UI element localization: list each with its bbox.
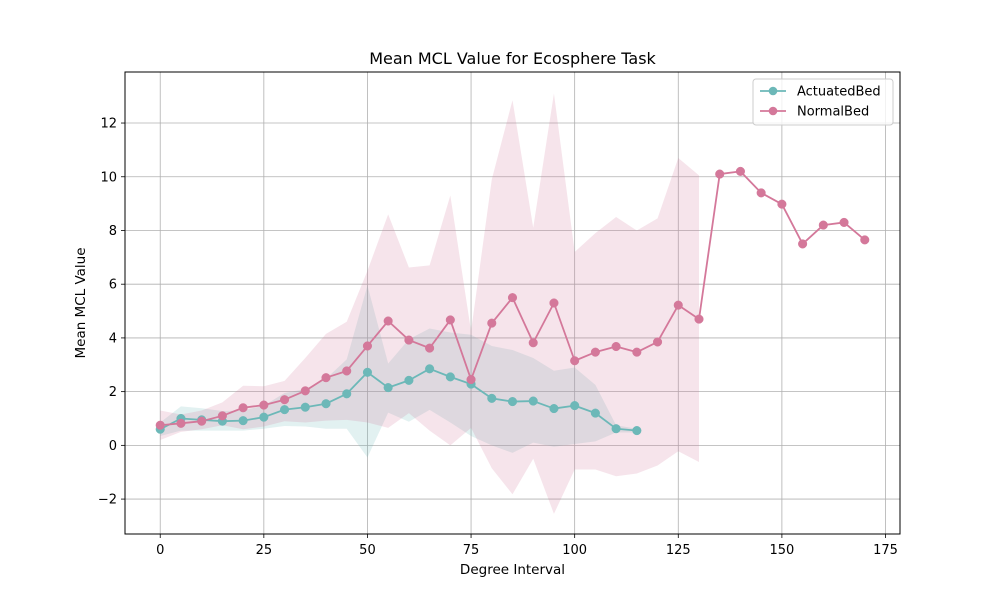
normalbed-point [839, 217, 849, 227]
x-tick-label: 75 [463, 543, 480, 558]
normalbed-point [818, 220, 828, 230]
actuatedbed-point [383, 383, 393, 393]
normalbed-point [860, 235, 870, 245]
normalbed-point [197, 416, 207, 426]
actuatedbed-point [507, 397, 518, 407]
x-tick-label: 25 [256, 543, 273, 558]
x-tick-label: 50 [359, 543, 376, 558]
y-tick-label: −2 [98, 493, 117, 508]
normalbed-point [798, 239, 808, 249]
x-tick-label: 150 [769, 543, 794, 558]
x-tick-label: 0 [156, 543, 164, 558]
actuatedbed-point [342, 389, 352, 399]
actuatedbed-point [611, 424, 621, 434]
normalbed-point [300, 386, 310, 396]
legend-actuatedbed-label: ActuatedBed [797, 85, 881, 100]
actuatedbed-point [280, 405, 290, 415]
legend-box [752, 78, 894, 126]
normalbed-point [590, 347, 600, 357]
actuatedbed-point [570, 401, 580, 411]
normalbed-point [507, 293, 518, 303]
y-tick-label: 8 [109, 224, 117, 239]
actuatedbed-point [321, 399, 331, 409]
normalbed-point [777, 199, 787, 209]
chart-title: Mean MCL Value for Ecosphere Task [369, 49, 656, 68]
normalbed-point [362, 341, 372, 351]
normalbed-point [238, 403, 248, 413]
normalbed-point [611, 341, 621, 352]
normalbed-point [280, 395, 290, 405]
normalbed-point [342, 366, 352, 376]
y-tick-label: 6 [109, 278, 117, 293]
normalbed-point [259, 400, 269, 410]
actuatedbed-point [632, 426, 642, 436]
normalbed-point [466, 375, 476, 385]
grid [125, 72, 900, 534]
normalbed-point [735, 166, 745, 176]
y-tick-label: 2 [109, 385, 117, 400]
actuatedbed-band [160, 285, 637, 458]
normalbed-point [715, 169, 725, 179]
legend: ActuatedBed NormalBed [752, 78, 894, 126]
normalbed-point [570, 356, 580, 366]
x-tick-label: 100 [562, 543, 587, 558]
axis-ticks: 0 25 50 75 100 125 150 175 −2 0 2 4 6 8 10 12 [98, 117, 898, 558]
normalbed-point [321, 373, 331, 383]
legend-actuatedbed-marker [768, 86, 778, 96]
actuatedbed-point [425, 364, 435, 374]
normalbed-point [694, 314, 704, 324]
normalbed-point [487, 318, 497, 328]
legend-normalbed-label: NormalBed [797, 105, 869, 120]
actuatedbed-point [238, 416, 248, 426]
normalbed-point [404, 335, 414, 345]
actuatedbed-point [549, 404, 559, 414]
normalbed-point [217, 411, 227, 421]
actuatedbed-point [300, 402, 310, 412]
actuatedbed-point [590, 408, 600, 418]
actuatedbed-point [445, 372, 455, 382]
y-tick-label: 10 [100, 170, 117, 185]
actuatedbed-point [362, 367, 372, 377]
normalbed-point [549, 298, 559, 308]
y-axis-label: Mean MCL Value [73, 247, 89, 358]
normalbed-point [176, 418, 186, 428]
legend-normalbed-marker [768, 106, 778, 116]
actuatedbed-point [404, 375, 414, 385]
normalbed-point [528, 338, 538, 348]
normalbed-point [425, 343, 435, 353]
normalbed-point [673, 300, 683, 310]
y-tick-label: 0 [109, 439, 117, 454]
y-tick-label: 4 [109, 331, 117, 346]
normalbed-point [155, 420, 165, 430]
x-tick-label: 175 [873, 543, 898, 558]
x-axis-label: Degree Interval [460, 562, 565, 578]
y-tick-label: 12 [100, 117, 117, 132]
actuatedbed-point [487, 393, 497, 403]
series-markers [155, 166, 870, 436]
actuatedbed-point [259, 412, 269, 422]
normalbed-point [653, 337, 663, 347]
normalbed-point [445, 315, 455, 325]
plot-frame [124, 71, 901, 535]
actuatedbed-point [528, 396, 538, 406]
normalbed-point [383, 316, 393, 326]
normalbed-point [756, 188, 766, 198]
x-tick-label: 125 [666, 543, 691, 558]
normalbed-point [632, 347, 642, 357]
